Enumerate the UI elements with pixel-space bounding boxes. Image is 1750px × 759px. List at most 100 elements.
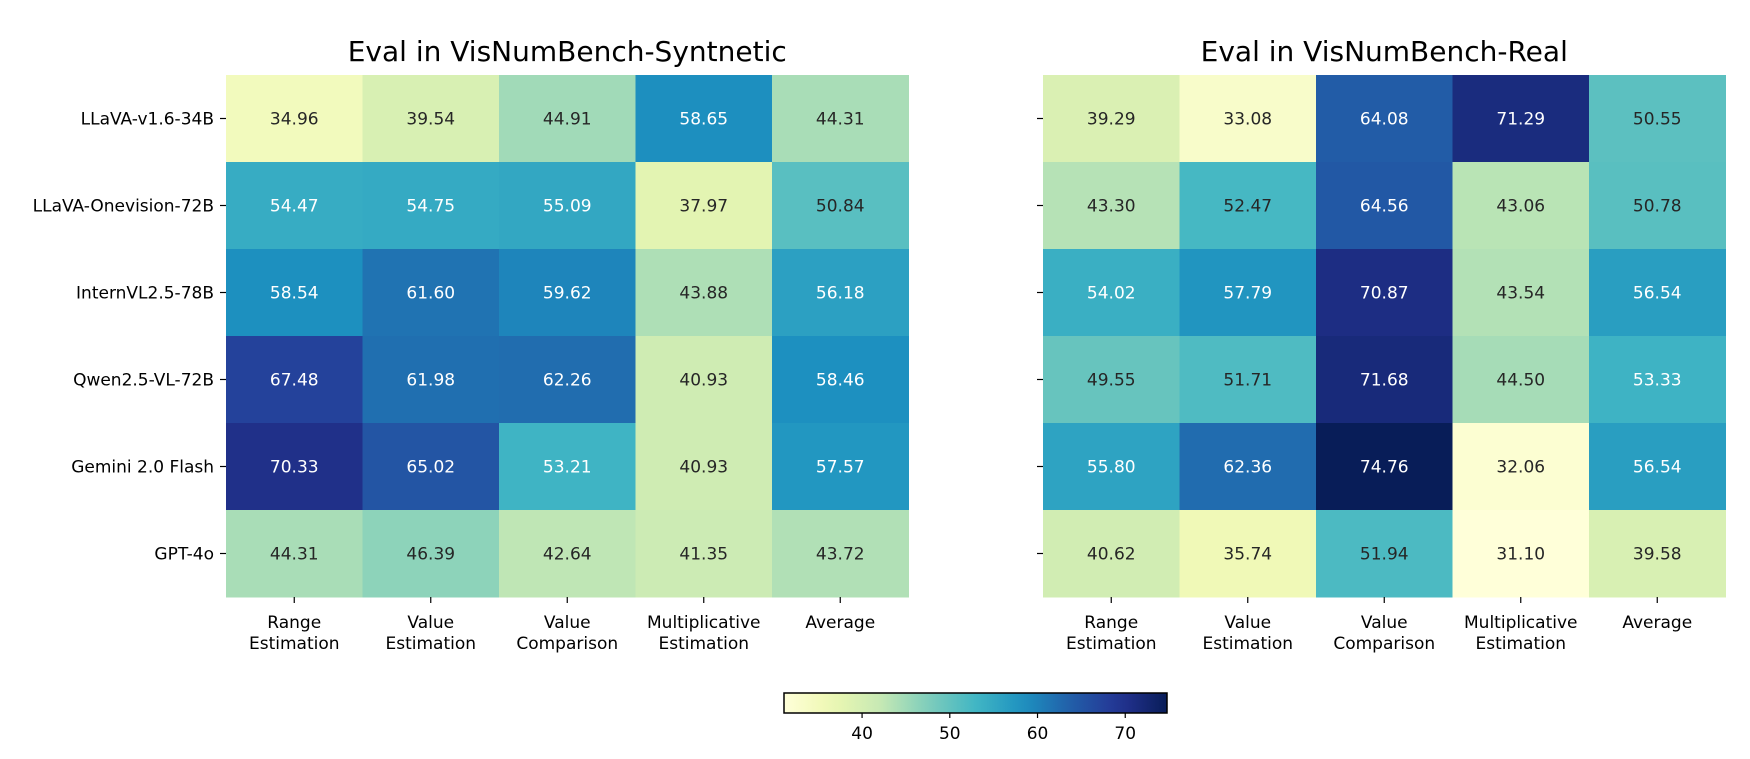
cell-value-label: 55.09 <box>543 197 592 217</box>
colorbar: 40 50 60 70 <box>783 692 1168 744</box>
heatmap-cell <box>362 423 500 511</box>
heatmap-cell <box>1043 423 1180 511</box>
cell-value-label: 43.30 <box>1087 197 1136 217</box>
column-label: Multiplicative Estimation <box>647 613 760 654</box>
cell-value-label: 42.64 <box>543 545 592 565</box>
heatmap-cell <box>1316 423 1453 511</box>
cell-value-label: 43.06 <box>1496 197 1545 217</box>
heatmap-cell <box>772 162 909 250</box>
heatmap-cell <box>1179 162 1317 250</box>
cell-value-label: 44.31 <box>270 545 319 565</box>
heatmap-cell <box>772 336 909 424</box>
cell-value-label: 71.29 <box>1496 110 1545 130</box>
heatmap-cell <box>1589 162 1726 250</box>
heatmap-cell <box>1043 510 1180 598</box>
cell-value-label: 70.33 <box>270 458 319 478</box>
cell-value-label: 65.02 <box>406 458 455 478</box>
heatmap-cell <box>1452 336 1590 424</box>
cell-value-label: 58.54 <box>270 284 319 304</box>
cell-value-label: 56.54 <box>1633 458 1682 478</box>
colorbar-gradient <box>784 693 1167 713</box>
heatmap-cell <box>362 75 500 163</box>
cell-value-label: 58.46 <box>816 371 865 391</box>
column-label: Value Comparison <box>516 613 618 654</box>
heatmap-cell <box>1589 249 1726 337</box>
cell-value-label: 40.93 <box>679 371 728 391</box>
cell-value-label: 43.72 <box>816 545 865 565</box>
heatmap-cell <box>362 162 500 250</box>
cell-value-label: 61.60 <box>406 284 455 304</box>
row-label: GPT-4o <box>154 545 214 565</box>
row-label: InternVL2.5-78B <box>76 284 214 304</box>
heatmap-cell <box>1452 423 1590 511</box>
row-label: Gemini 2.0 Flash <box>71 458 214 478</box>
cell-value-label: 57.57 <box>816 458 865 478</box>
heatmap-panels: Eval in VisNumBench-Syntnetic 34.96 39.54 4… <box>33 35 1726 654</box>
heatmap-cell <box>499 75 636 163</box>
heatmap-cell <box>1043 249 1180 337</box>
cell-value-label: 49.55 <box>1087 371 1136 391</box>
cell-value-label: 35.74 <box>1223 545 1272 565</box>
heatmap-cell <box>1452 510 1590 598</box>
heatmap-cell <box>226 75 363 163</box>
cell-value-label: 50.84 <box>816 197 865 217</box>
heatmap-cell <box>772 510 909 598</box>
heatmap-cell <box>226 423 363 511</box>
heatmap-cell <box>499 249 636 337</box>
colorbar-frame <box>783 692 1168 714</box>
heatmap-cell <box>499 510 636 598</box>
cell-value-label: 44.50 <box>1496 371 1545 391</box>
cell-value-label: 44.91 <box>543 110 592 130</box>
heatmap-cell <box>226 510 363 598</box>
heatmap-cell <box>1589 510 1726 598</box>
cell-value-label: 58.65 <box>679 110 728 130</box>
heatmap-cell <box>772 423 909 511</box>
cell-value-label: 55.80 <box>1087 458 1136 478</box>
heatmap-cell <box>1316 249 1453 337</box>
cell-value-label: 50.78 <box>1633 197 1682 217</box>
cell-value-label: 53.33 <box>1633 371 1682 391</box>
heatmap-cell <box>362 510 500 598</box>
column-label: Value Estimation <box>385 613 476 654</box>
row-label: LLaVA-v1.6-34B <box>81 110 214 130</box>
cell-value-label: 56.18 <box>816 284 865 304</box>
cell-value-label: 43.88 <box>679 284 728 304</box>
colorbar-tick-label: 70 <box>1114 724 1136 744</box>
column-label: Average <box>805 613 875 633</box>
cell-value-label: 46.39 <box>406 545 455 565</box>
heatmap-cell <box>635 510 773 598</box>
heatmap-cell <box>1316 75 1453 163</box>
heatmap-cell <box>772 249 909 337</box>
cell-value-label: 64.56 <box>1360 197 1409 217</box>
cell-value-label: 54.75 <box>406 197 455 217</box>
heatmap-cell <box>362 336 500 424</box>
heatmap-cell <box>635 249 773 337</box>
heatmap-cell <box>1043 162 1180 250</box>
heatmap-cell <box>226 162 363 250</box>
colorbar-tick-label: 40 <box>851 724 873 744</box>
heatmap-cell <box>1316 336 1453 424</box>
heatmap-cell <box>1316 162 1453 250</box>
cell-value-label: 40.62 <box>1087 545 1136 565</box>
heatmap-cell <box>1316 510 1453 598</box>
colorbar-tick-label: 60 <box>1027 724 1049 744</box>
cell-value-label: 39.29 <box>1087 110 1136 130</box>
cell-value-label: 31.10 <box>1496 545 1545 565</box>
cell-value-label: 39.54 <box>406 110 455 130</box>
heatmap-cell <box>635 336 773 424</box>
cell-value-label: 62.36 <box>1223 458 1272 478</box>
cell-value-label: 34.96 <box>270 110 319 130</box>
heatmap-cell <box>499 336 636 424</box>
row-label: Qwen2.5-VL-72B <box>73 371 214 391</box>
heatmap-cell <box>1589 423 1726 511</box>
cell-value-label: 54.47 <box>270 197 319 217</box>
colorbar-tick-label: 50 <box>939 724 961 744</box>
heatmap-cell <box>226 249 363 337</box>
heatmap-cell <box>1179 249 1317 337</box>
cell-value-label: 40.93 <box>679 458 728 478</box>
heatmap-cell <box>1589 75 1726 163</box>
heatmap-cell <box>772 75 909 163</box>
heatmap-cell <box>362 249 500 337</box>
heatmap-cell <box>1179 336 1317 424</box>
